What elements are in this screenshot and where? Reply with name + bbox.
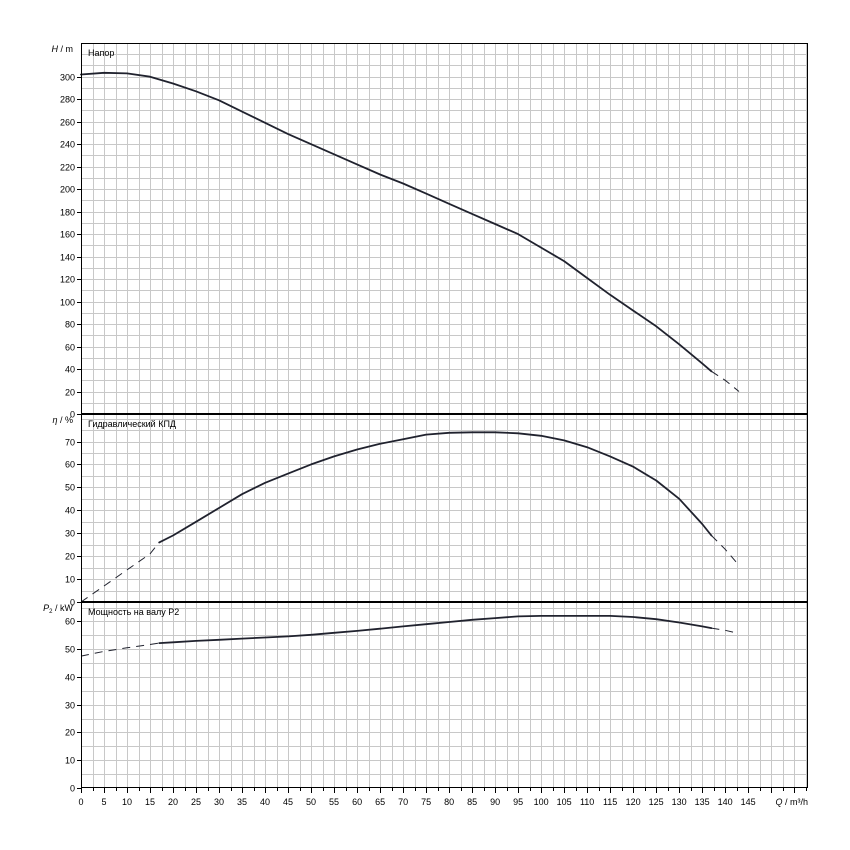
x-tick-label: 120 [626, 797, 641, 807]
x-tick-label: 40 [260, 797, 270, 807]
panel-title: Мощность на валу P2 [88, 607, 179, 617]
x-tick-label: 75 [421, 797, 431, 807]
y-tick-label: 180 [60, 208, 75, 218]
x-tick-label: 140 [718, 797, 733, 807]
curve-operating [80, 71, 713, 373]
y-axis-title: P2 / kW [43, 603, 73, 615]
y-axis-title: H / m [52, 44, 74, 54]
x-tick-label: 0 [78, 797, 83, 807]
x-tick-label: 85 [467, 797, 477, 807]
y-tick-label: 60 [65, 617, 75, 627]
curve-extrapolated [80, 72, 155, 79]
x-tick-label: 125 [649, 797, 664, 807]
y-tick-label: 70 [65, 438, 75, 448]
panel-title: Гидравлический КПД [88, 419, 176, 429]
x-tick-label: 105 [557, 797, 572, 807]
y-tick-label: 260 [60, 118, 75, 128]
x-tick-label: 50 [306, 797, 316, 807]
panel-frame [81, 602, 808, 788]
x-tick-label: 90 [490, 797, 500, 807]
y-tick-label: 10 [65, 756, 75, 766]
x-tick-label: 135 [695, 797, 710, 807]
y-tick-label: 0 [70, 784, 75, 794]
y-tick-label: 20 [65, 552, 75, 562]
y-tick-label: 40 [65, 506, 75, 516]
curve-extrapolated [80, 542, 160, 603]
y-tick-label: 20 [65, 388, 75, 398]
y-tick-label: 50 [65, 483, 75, 493]
panel-title: Напор [88, 48, 114, 58]
y-tick-label: 60 [65, 460, 75, 470]
x-axis-title: Q / m³/h [775, 797, 808, 807]
y-tick-label: 120 [60, 275, 75, 285]
x-tick-label: 60 [352, 797, 362, 807]
y-tick-label: 140 [60, 253, 75, 263]
x-tick-label: 10 [122, 797, 132, 807]
y-axis-variable: H [52, 44, 59, 54]
y-axis-variable-subscript: 2 [49, 609, 53, 615]
x-tick-label: 15 [145, 797, 155, 807]
y-axis-unit: / % [57, 415, 73, 425]
y-tick-label: 280 [60, 95, 75, 105]
y-tick-label: 160 [60, 230, 75, 240]
y-tick-label: 0 [70, 410, 75, 420]
y-tick-label: 300 [60, 73, 75, 83]
x-tick-label: 30 [214, 797, 224, 807]
x-tick-label: 130 [672, 797, 687, 807]
x-axis-unit: / m³/h [782, 797, 808, 807]
x-tick-label: 70 [398, 797, 408, 807]
y-axis-unit: / m [58, 44, 73, 54]
panel-3: 0 10 20 30 40 50 60 P2 / kW Мощность на валу P2 [43, 602, 808, 794]
panel-frame [81, 414, 808, 602]
curve-extrapolated [711, 535, 740, 566]
curve-operating [158, 615, 713, 644]
x-axis: 0 5 10 15 20 25 30 35 40 45 50 55 60 65 70 75 80 85 90 95 10… [78, 788, 808, 807]
x-tick-label: 35 [237, 797, 247, 807]
y-tick-label: 20 [65, 728, 75, 738]
x-tick-label: 145 [741, 797, 756, 807]
y-tick-label: 30 [65, 529, 75, 539]
curve-extrapolated [711, 370, 740, 392]
y-axis-variable: η [52, 415, 57, 425]
curve-extrapolated [711, 627, 735, 633]
x-tick-label: 65 [375, 797, 385, 807]
curve-extrapolated [80, 642, 160, 657]
x-axis-variable: Q [775, 797, 782, 807]
y-axis-title: η / % [52, 415, 73, 425]
x-tick-label: 110 [580, 797, 594, 807]
x-tick-label: 45 [283, 797, 293, 807]
panel-1: 0 20 40 60 80 100 120 140 160 180 200 220 240 260 280 3… [52, 43, 808, 420]
x-tick-label: 20 [168, 797, 178, 807]
y-tick-label: 60 [65, 343, 75, 353]
y-axis-variable: P [43, 603, 49, 613]
x-tick-label: 25 [191, 797, 201, 807]
y-tick-label: 0 [70, 598, 75, 608]
y-tick-label: 200 [60, 185, 75, 195]
x-tick-label: 5 [101, 797, 106, 807]
y-tick-label: 240 [60, 140, 75, 150]
y-tick-label: 40 [65, 365, 75, 375]
y-tick-label: 30 [65, 701, 75, 711]
panel-frame [81, 43, 808, 414]
x-tick-label: 95 [513, 797, 523, 807]
x-tick-label: 55 [329, 797, 339, 807]
x-tick-label: 80 [444, 797, 454, 807]
y-tick-label: 100 [60, 298, 75, 308]
y-axis-unit: / kW [53, 603, 74, 613]
y-tick-label: 40 [65, 673, 75, 683]
x-tick-label: 115 [603, 797, 617, 807]
y-tick-label: 80 [65, 320, 75, 330]
x-tick-label: 100 [534, 797, 549, 807]
panel-2: 0 10 20 30 40 50 60 70 η / % Гидравлический КПД [52, 414, 808, 608]
y-tick-label: 10 [65, 575, 75, 585]
y-tick-label: 220 [60, 163, 75, 173]
y-tick-label: 50 [65, 645, 75, 655]
curve-operating [158, 431, 713, 544]
